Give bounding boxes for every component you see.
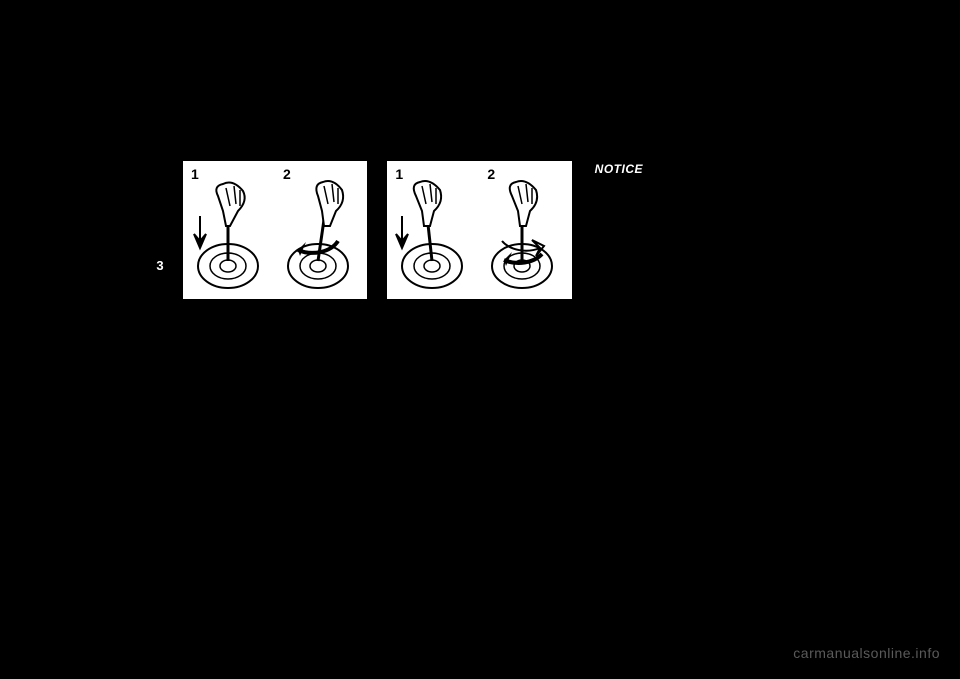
column-2: 1 2 bbox=[386, 160, 572, 590]
parking-paragraph-1: The hazard lights and turn signal lights… bbox=[386, 449, 572, 521]
notice-label: NOTICE bbox=[591, 160, 656, 178]
figure-lock: 1 2 bbox=[182, 160, 368, 300]
figure-caption-1: 1. Push. bbox=[386, 306, 572, 321]
watermark: carmanualsonline.info bbox=[793, 645, 940, 661]
content-columns: 1 2 bbox=[182, 160, 777, 590]
figure-caption-2: 2. Turn. bbox=[386, 327, 572, 342]
notice-text: Do not use the parking position for an e… bbox=[591, 186, 777, 258]
figure-unlock: 1 2 bbox=[386, 160, 572, 300]
column-1: 1 2 bbox=[182, 160, 368, 590]
key-push-drawing-icon bbox=[392, 176, 472, 296]
lock-paragraph: Turn the handlebars all the way to the l… bbox=[182, 379, 368, 451]
notice-rule bbox=[591, 178, 777, 180]
notice-end-rule bbox=[591, 266, 777, 268]
key-turn-drawing-icon bbox=[278, 176, 358, 296]
unlock-heading: To unlock the steering bbox=[386, 357, 513, 371]
figure-caption-2: 2. Turn. bbox=[182, 327, 368, 342]
section-number: 3 bbox=[156, 258, 163, 273]
key-push-drawing-icon bbox=[188, 176, 268, 296]
section-number-tab: 3 bbox=[148, 253, 172, 277]
column-2-body: To unlock the steering Insert the key an… bbox=[386, 355, 572, 569]
manual-page: 3 1 2 bbox=[0, 0, 960, 679]
lock-heading: To lock the steering bbox=[182, 357, 294, 371]
unlock-paragraph-1: Insert the key and turn it to "OFF" whil… bbox=[386, 379, 572, 415]
parking-paragraph-2: The steering must be locked before the k… bbox=[386, 527, 572, 563]
key-turn-drawing-icon bbox=[482, 176, 562, 296]
figure-caption-1: 1. Push. bbox=[182, 306, 368, 321]
parking-subheading: (Parking) bbox=[386, 427, 438, 441]
column-1-body: To lock the steering Turn the handlebars… bbox=[182, 355, 368, 457]
column-3: NOTICE Do not use the parking position f… bbox=[591, 160, 777, 590]
